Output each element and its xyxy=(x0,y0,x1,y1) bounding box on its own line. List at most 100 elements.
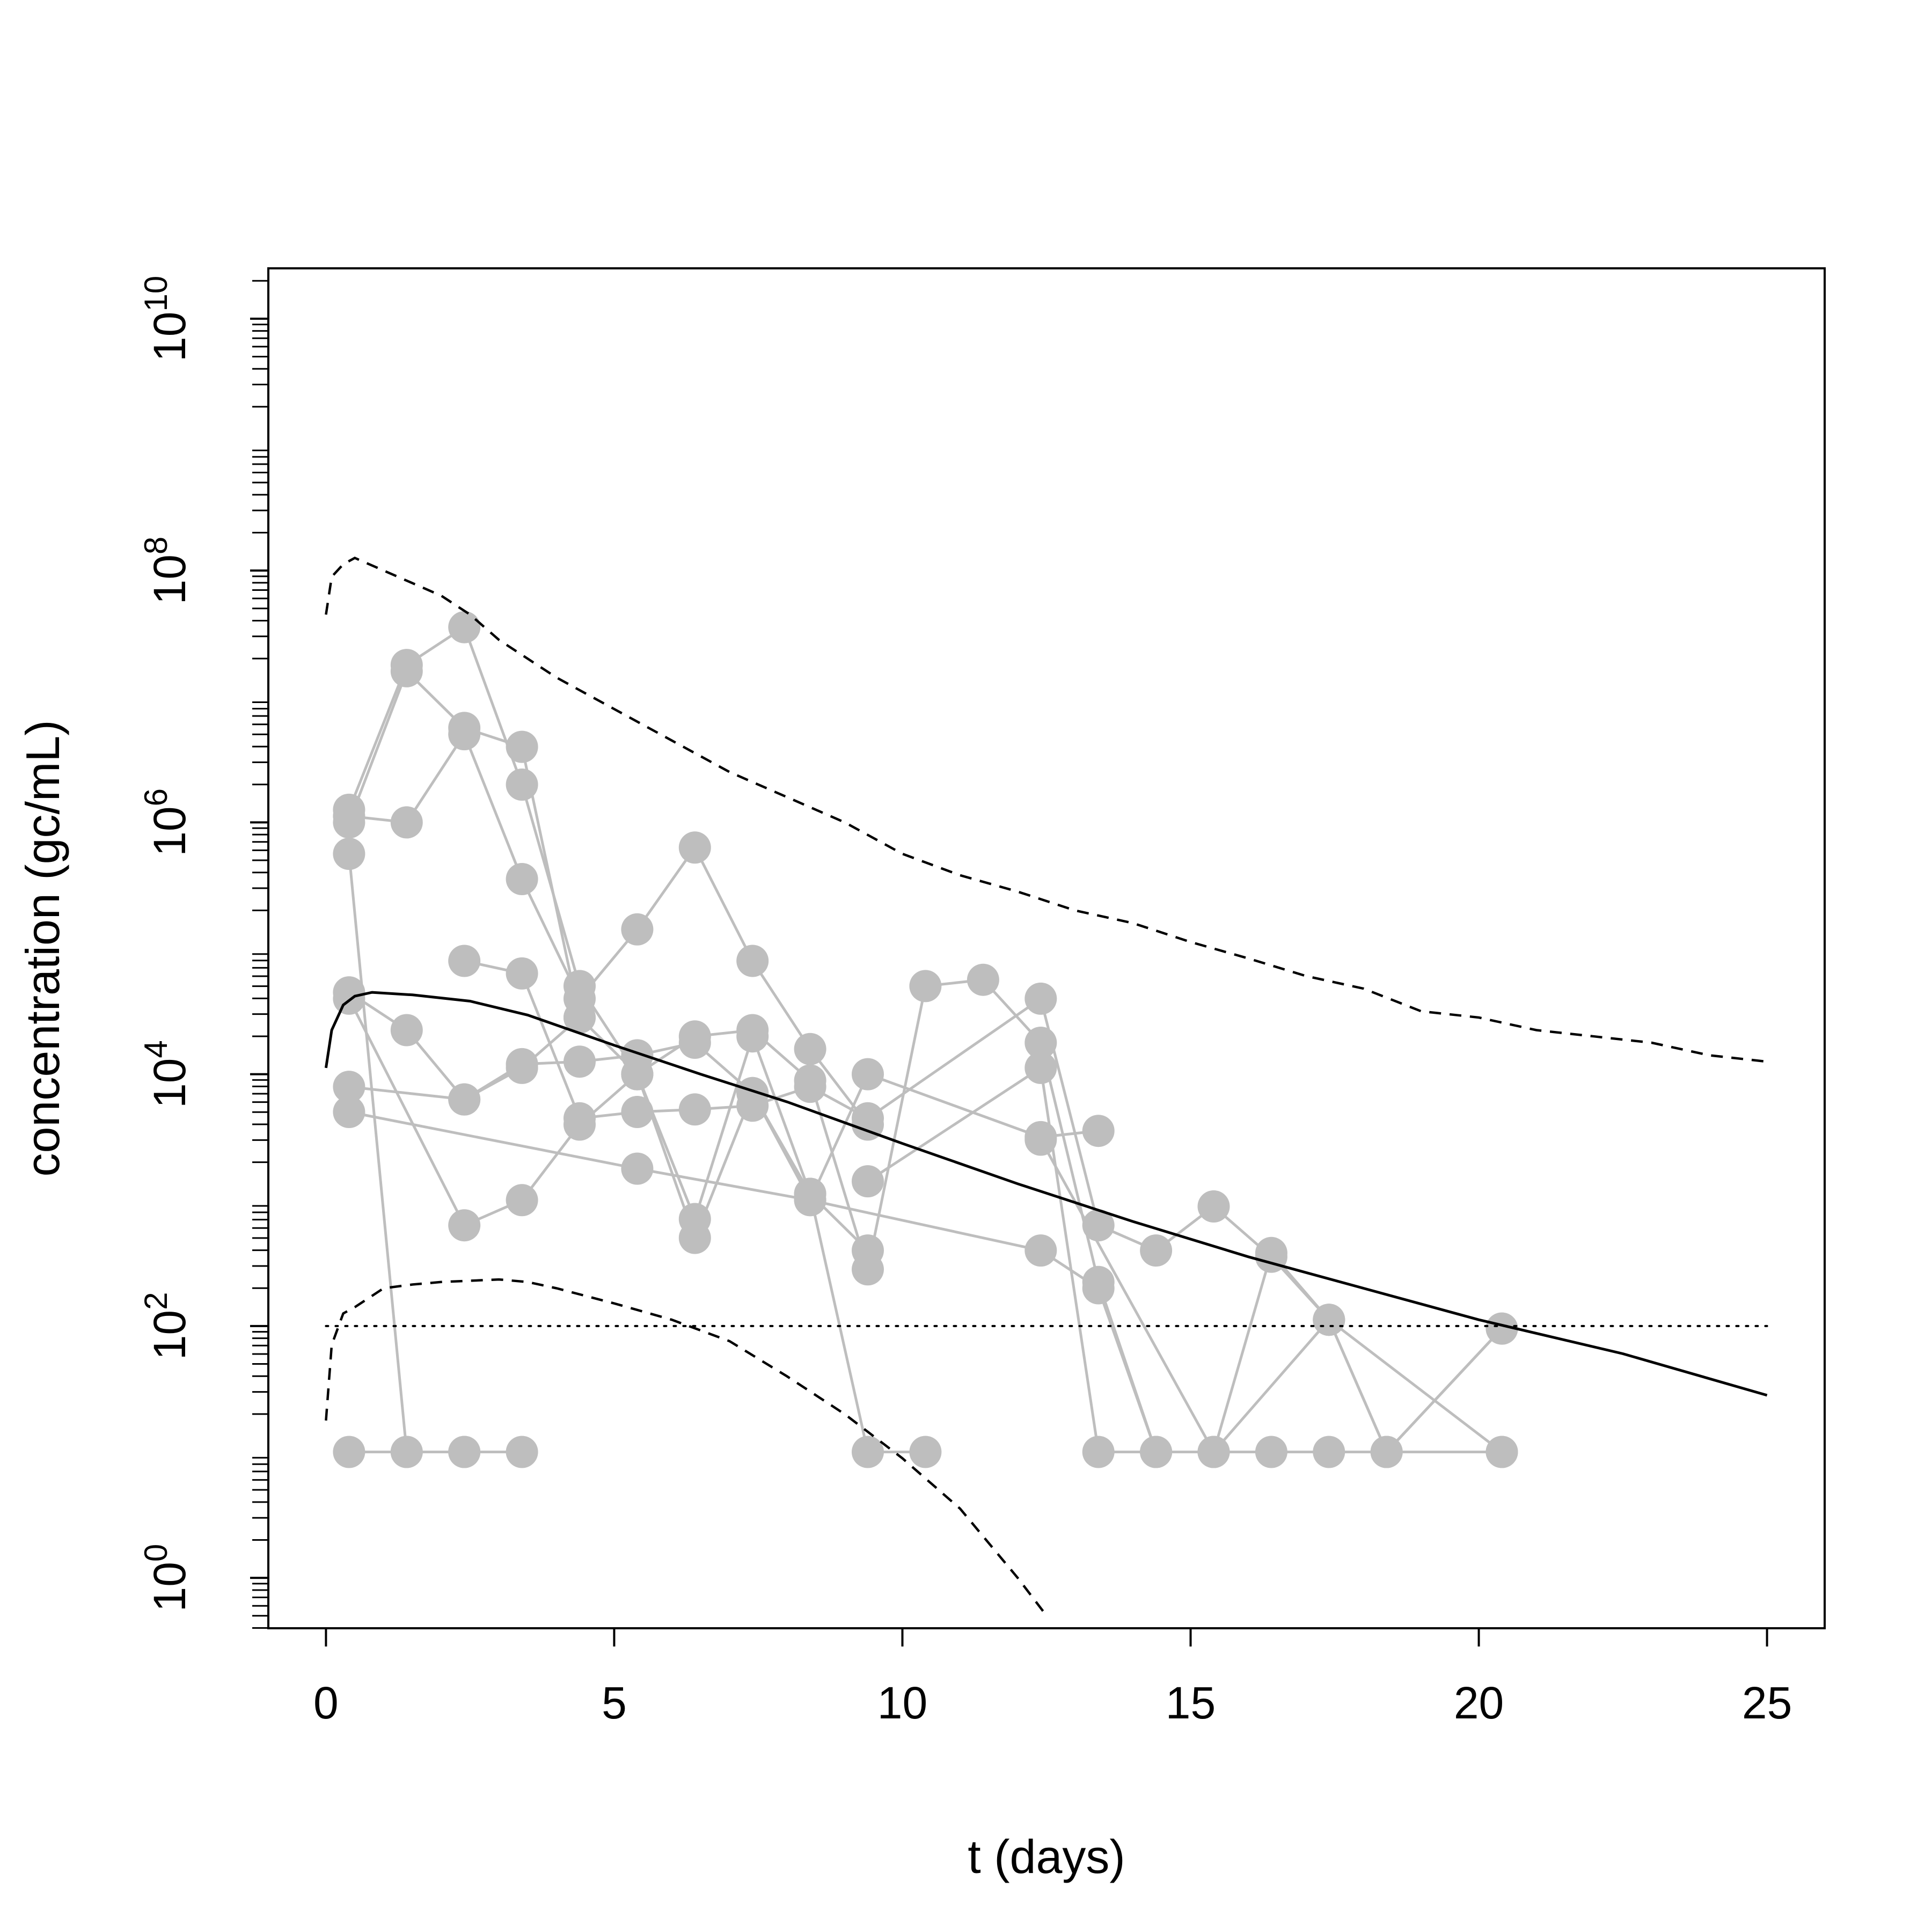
data-point xyxy=(1140,1436,1173,1468)
y-tick-label-exponent: 4 xyxy=(138,1040,174,1058)
data-point xyxy=(621,1152,654,1185)
data-point xyxy=(621,913,654,946)
data-point xyxy=(1313,1304,1345,1336)
data-point xyxy=(390,1014,423,1046)
y-tick-label: 104 xyxy=(138,1040,195,1108)
x-tick-label: 20 xyxy=(1454,1678,1504,1728)
data-point xyxy=(1082,1209,1115,1242)
data-point xyxy=(1024,982,1057,1015)
data-point xyxy=(333,838,365,870)
data-point xyxy=(506,957,538,990)
data-point xyxy=(1082,1272,1115,1305)
data-point xyxy=(852,1253,884,1286)
data-point xyxy=(909,970,942,1002)
y-tick-label-base: 10 xyxy=(144,1562,195,1612)
y-tick-label: 100 xyxy=(138,1544,195,1612)
data-point xyxy=(333,982,365,1015)
data-point xyxy=(736,945,769,977)
series-line-0 xyxy=(348,625,869,1252)
data-point xyxy=(852,1165,884,1198)
data-point xyxy=(1024,1234,1057,1267)
data-point xyxy=(794,1033,826,1065)
data-point xyxy=(506,769,538,801)
data-point xyxy=(448,718,481,751)
plot-layer xyxy=(324,557,1768,1616)
data-point xyxy=(621,1096,654,1128)
data-point xyxy=(333,1096,365,1128)
data-point xyxy=(564,1001,596,1034)
data-point xyxy=(1082,1115,1115,1147)
y-tick-label: 1010 xyxy=(138,276,195,362)
data-point xyxy=(736,1014,769,1046)
series-line-11 xyxy=(1040,1139,1503,1454)
data-point xyxy=(390,806,423,839)
series-line-3 xyxy=(347,853,522,1453)
data-point xyxy=(448,945,481,977)
data-point xyxy=(794,1071,826,1103)
y-tick-label: 102 xyxy=(138,1292,195,1360)
series-line-10 xyxy=(867,1065,1503,1454)
x-tick-label: 25 xyxy=(1742,1678,1792,1728)
data-point xyxy=(1485,1312,1518,1345)
data-point xyxy=(390,1436,423,1468)
y-tick-label-exponent: 10 xyxy=(138,276,174,312)
data-point xyxy=(1024,1051,1057,1084)
data-point xyxy=(909,1436,942,1468)
series-line-7 xyxy=(349,1041,1099,1203)
data-point xyxy=(794,1184,826,1217)
y-tick-label-base: 10 xyxy=(144,1310,195,1360)
y-tick-label-base: 10 xyxy=(144,806,195,856)
data-point xyxy=(678,831,711,864)
data-point xyxy=(448,1209,481,1242)
data-point xyxy=(852,1102,884,1135)
data-point xyxy=(390,655,423,687)
series-line-2 xyxy=(349,731,869,1126)
data-point xyxy=(1370,1436,1403,1468)
data-point xyxy=(1485,1436,1518,1468)
y-tick-label-base: 10 xyxy=(144,554,195,604)
data-point xyxy=(736,1089,769,1122)
data-point xyxy=(1197,1190,1230,1223)
data-point xyxy=(852,1058,884,1091)
data-point xyxy=(564,1045,596,1078)
y-tick-label: 108 xyxy=(138,537,195,605)
x-tick-label: 0 xyxy=(313,1678,339,1728)
data-point xyxy=(506,1436,538,1468)
data-point xyxy=(448,1083,481,1116)
data-point xyxy=(1255,1436,1287,1468)
data-point xyxy=(1313,1436,1345,1468)
data-point xyxy=(333,1071,365,1103)
data-point xyxy=(506,730,538,763)
x-tick-label: 10 xyxy=(877,1678,927,1728)
data-point xyxy=(967,963,999,996)
x-tick-label: 5 xyxy=(602,1678,627,1728)
data-point xyxy=(564,1102,596,1135)
data-point xyxy=(333,1436,365,1468)
x-axis-label: t (days) xyxy=(968,1830,1125,1883)
x-tick-label: 15 xyxy=(1166,1678,1216,1728)
data-point xyxy=(678,1093,711,1126)
series-line-9 xyxy=(464,960,1503,1454)
y-tick-label-exponent: 8 xyxy=(138,537,174,554)
plot-frame xyxy=(267,267,1826,1629)
data-point xyxy=(1197,1436,1230,1468)
y-axis-label: concentration (gc/mL) xyxy=(16,720,69,1176)
y-tick-label-base: 10 xyxy=(144,1058,195,1108)
y-tick-label-exponent: 2 xyxy=(138,1292,174,1309)
data-point xyxy=(448,611,481,643)
data-point xyxy=(506,1048,538,1080)
data-point xyxy=(448,1436,481,1468)
data-point xyxy=(506,863,538,895)
y-tick-label-base: 10 xyxy=(144,312,195,362)
data-point xyxy=(333,800,365,832)
y-tick-label: 106 xyxy=(138,788,195,857)
y-tick-label-exponent: 6 xyxy=(138,788,174,806)
data-point xyxy=(678,1203,711,1235)
data-point xyxy=(852,1436,884,1468)
median-curve xyxy=(324,991,1768,1397)
y-tick-label-exponent: 0 xyxy=(138,1544,174,1562)
data-point xyxy=(1024,1123,1057,1156)
data-point xyxy=(621,1039,654,1072)
